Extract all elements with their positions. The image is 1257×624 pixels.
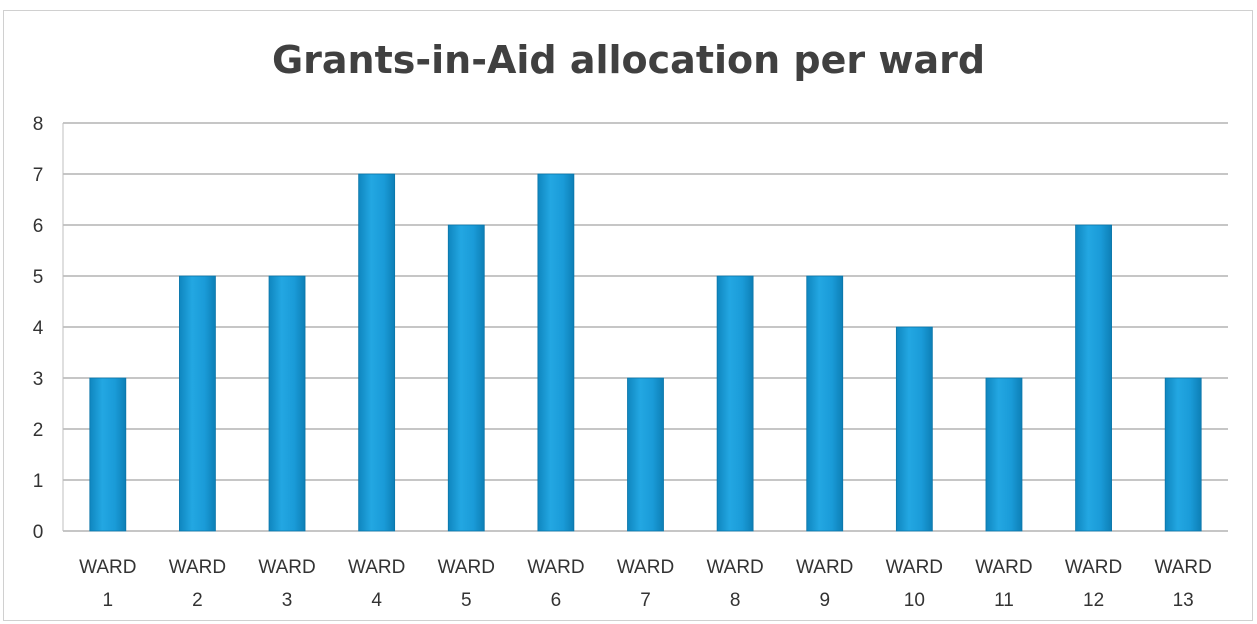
x-tick-label: WARD 6 bbox=[527, 557, 584, 611]
x-tick-label: WARD 4 bbox=[348, 557, 405, 611]
chart-title: Grants-in-Aid allocation per ward bbox=[271, 38, 986, 82]
bar bbox=[1164, 377, 1202, 532]
y-tick-label: 1 bbox=[33, 471, 44, 492]
y-tick-label: 2 bbox=[33, 420, 44, 441]
bar bbox=[895, 326, 933, 532]
bar bbox=[447, 224, 485, 532]
x-tick-label: WARD 13 bbox=[1155, 557, 1212, 611]
bar bbox=[358, 173, 396, 532]
y-tick-label: 5 bbox=[33, 267, 44, 288]
x-tick-label: WARD 3 bbox=[258, 557, 315, 611]
bar bbox=[268, 275, 306, 532]
x-tick-label: WARD 12 bbox=[1065, 557, 1122, 611]
y-tick-label: 8 bbox=[33, 114, 44, 135]
x-tick-label: WARD 8 bbox=[706, 557, 763, 611]
x-tick-label: WARD 11 bbox=[975, 557, 1032, 611]
bar bbox=[716, 275, 754, 532]
x-tick-label: WARD 5 bbox=[438, 557, 495, 611]
bar bbox=[806, 275, 844, 532]
bar bbox=[627, 377, 664, 532]
bar bbox=[179, 275, 216, 532]
y-tick-label: 4 bbox=[33, 318, 44, 339]
bar bbox=[1075, 224, 1112, 532]
bar bbox=[89, 377, 127, 532]
x-tick-label: WARD 1 bbox=[79, 557, 136, 611]
x-axis-tick-labels: WARD 1 WARD 2 WARD 3 WARD 4 WARD 5 WARD 6 WARD 7 WARD 8… bbox=[79, 557, 1212, 611]
bar bbox=[537, 173, 575, 532]
x-tick-label: WARD 9 bbox=[796, 557, 853, 611]
x-tick-label: WARD 7 bbox=[617, 557, 674, 611]
bars bbox=[89, 173, 1202, 532]
y-axis-tick-labels: 0 1 2 3 4 5 6 7 8 bbox=[33, 114, 44, 543]
y-tick-label: 7 bbox=[33, 165, 44, 186]
y-tick-label: 6 bbox=[33, 216, 44, 237]
y-tick-label: 3 bbox=[33, 369, 44, 390]
bar bbox=[985, 377, 1023, 532]
y-tick-label: 0 bbox=[33, 522, 44, 543]
x-tick-label: WARD 2 bbox=[169, 557, 226, 611]
x-tick-label: WARD 10 bbox=[886, 557, 943, 611]
